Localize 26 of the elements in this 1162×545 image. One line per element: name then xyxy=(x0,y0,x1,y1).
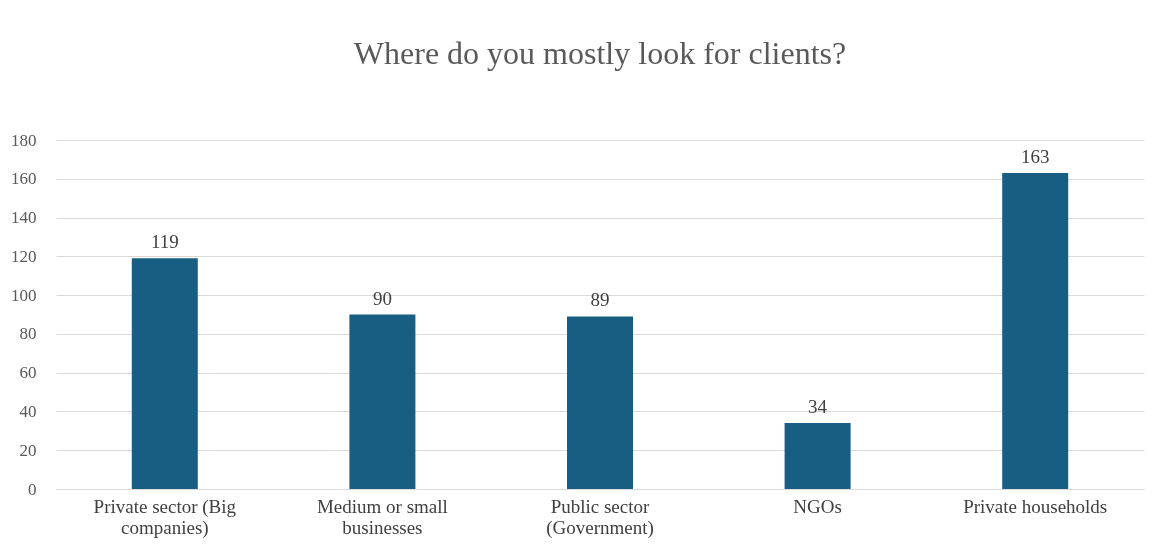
x-tick-label: Private households xyxy=(963,495,1108,517)
y-tick-label: 60 xyxy=(19,363,37,383)
y-tick-label: 40 xyxy=(19,401,37,421)
chart-title: Where do you mostly look for clients? xyxy=(353,35,847,71)
y-tick-label: 160 xyxy=(11,169,37,189)
data-label: 89 xyxy=(590,289,610,311)
y-tick-label: 120 xyxy=(11,246,37,266)
y-tick-label: 20 xyxy=(19,440,37,460)
x-tick-label: Private sector (Big companies) xyxy=(93,495,237,539)
x-tick-label: Medium or small businesses xyxy=(316,495,448,538)
x-tick-label: NGOs xyxy=(793,495,842,517)
data-label: 90 xyxy=(372,287,392,309)
y-tick-label: 100 xyxy=(11,285,37,305)
data-label: 119 xyxy=(150,231,179,253)
data-label: 34 xyxy=(808,396,828,418)
bar xyxy=(567,316,633,489)
data-label: 163 xyxy=(1020,145,1050,167)
y-tick-label: 0 xyxy=(28,479,37,499)
y-tick-label: 80 xyxy=(19,324,37,344)
y-tick-label: 140 xyxy=(11,208,37,228)
x-tick-label: Public sector (Government) xyxy=(546,495,654,539)
bar xyxy=(349,314,416,489)
bar xyxy=(784,423,851,489)
bar xyxy=(131,258,198,489)
y-tick-label: 180 xyxy=(11,130,37,150)
bar xyxy=(1002,172,1069,489)
